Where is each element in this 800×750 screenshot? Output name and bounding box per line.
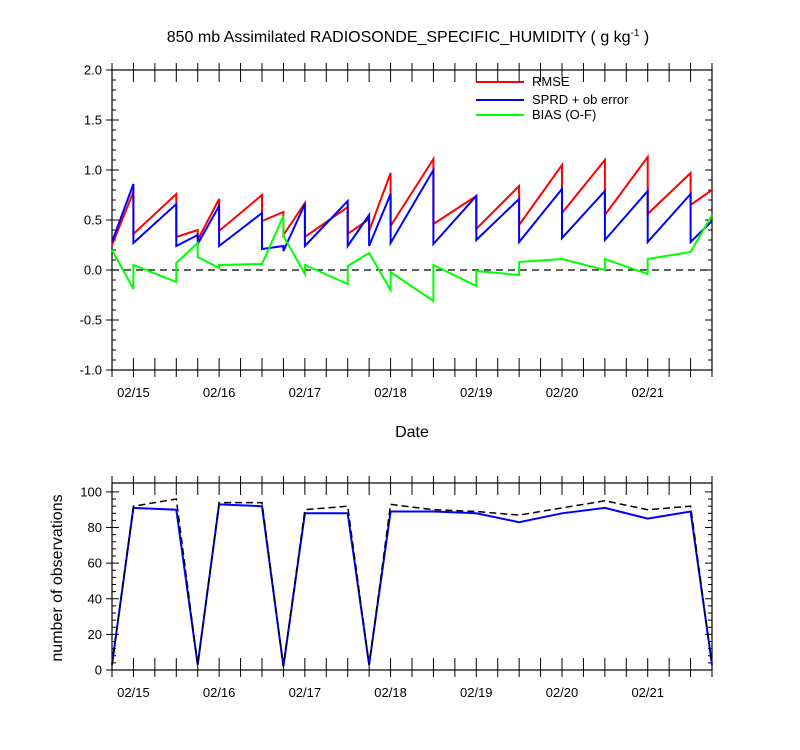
top-y-tick-label: 2.0 <box>84 63 102 78</box>
bottom-x-tick-label: 02/21 <box>631 685 664 700</box>
top-y-tick-label: 1.5 <box>84 113 102 128</box>
bottom-x-tick-label: 02/20 <box>546 685 579 700</box>
bottom-y-tick-label: 100 <box>80 484 102 499</box>
top-series-line-0 <box>111 153 713 246</box>
bottom-x-tick-label: 02/18 <box>374 685 407 700</box>
top-panel: -1.0 -0.5 0.0 0.5 1.0 1.5 2.0 02/15 02/16 02/17 02… <box>80 63 713 400</box>
bottom-y-axis-label: number of observations <box>49 494 66 661</box>
bottom-y-tick-label: 80 <box>88 520 102 535</box>
top-y-tick-label: -1.0 <box>80 363 102 378</box>
legend-label-0: RMSE <box>532 74 570 89</box>
top-x-tick-label: 02/18 <box>374 385 407 400</box>
top-x-tick-label: 02/21 <box>631 385 664 400</box>
top-x-axis-label: Date <box>395 424 429 441</box>
bottom-panel: 0 20 40 60 80 100 02/15 02/16 02/17 02/18 02/19 02/… <box>80 476 713 700</box>
top-y-tick-label: 0.0 <box>84 263 102 278</box>
top-y-tick-label: 1.0 <box>84 163 102 178</box>
bottom-series-line-1 <box>111 498 713 667</box>
bottom-y-tick-label: 60 <box>88 556 102 571</box>
bottom-x-tick-label: 02/16 <box>203 685 236 700</box>
legend-label-1: SPRD + ob error <box>532 92 629 107</box>
top-y-tick-label: 0.5 <box>84 213 102 228</box>
top-series-line-2 <box>111 214 713 303</box>
chart-title: 850 mb Assimilated RADIOSONDE_SPECIFIC_H… <box>167 28 650 46</box>
legend-label-2: BIAS (O-F) <box>532 107 596 122</box>
top-x-tick-label: 02/17 <box>289 385 322 400</box>
bottom-x-tick-label: 02/17 <box>289 685 322 700</box>
top-y-tick-label: -0.5 <box>80 313 102 328</box>
bottom-y-tick-label: 0 <box>95 663 102 678</box>
top-x-tick-label: 02/15 <box>117 385 150 400</box>
bottom-x-tick-label: 02/19 <box>460 685 493 700</box>
top-series-line-1 <box>111 166 713 252</box>
bottom-y-tick-label: 20 <box>88 627 102 642</box>
top-x-tick-label: 02/19 <box>460 385 493 400</box>
bottom-x-tick-label: 02/15 <box>117 685 150 700</box>
bottom-series-line-0 <box>111 503 713 667</box>
top-x-tick-label: 02/16 <box>203 385 236 400</box>
bottom-y-tick-label: 40 <box>88 591 102 606</box>
top-x-tick-label: 02/20 <box>546 385 579 400</box>
